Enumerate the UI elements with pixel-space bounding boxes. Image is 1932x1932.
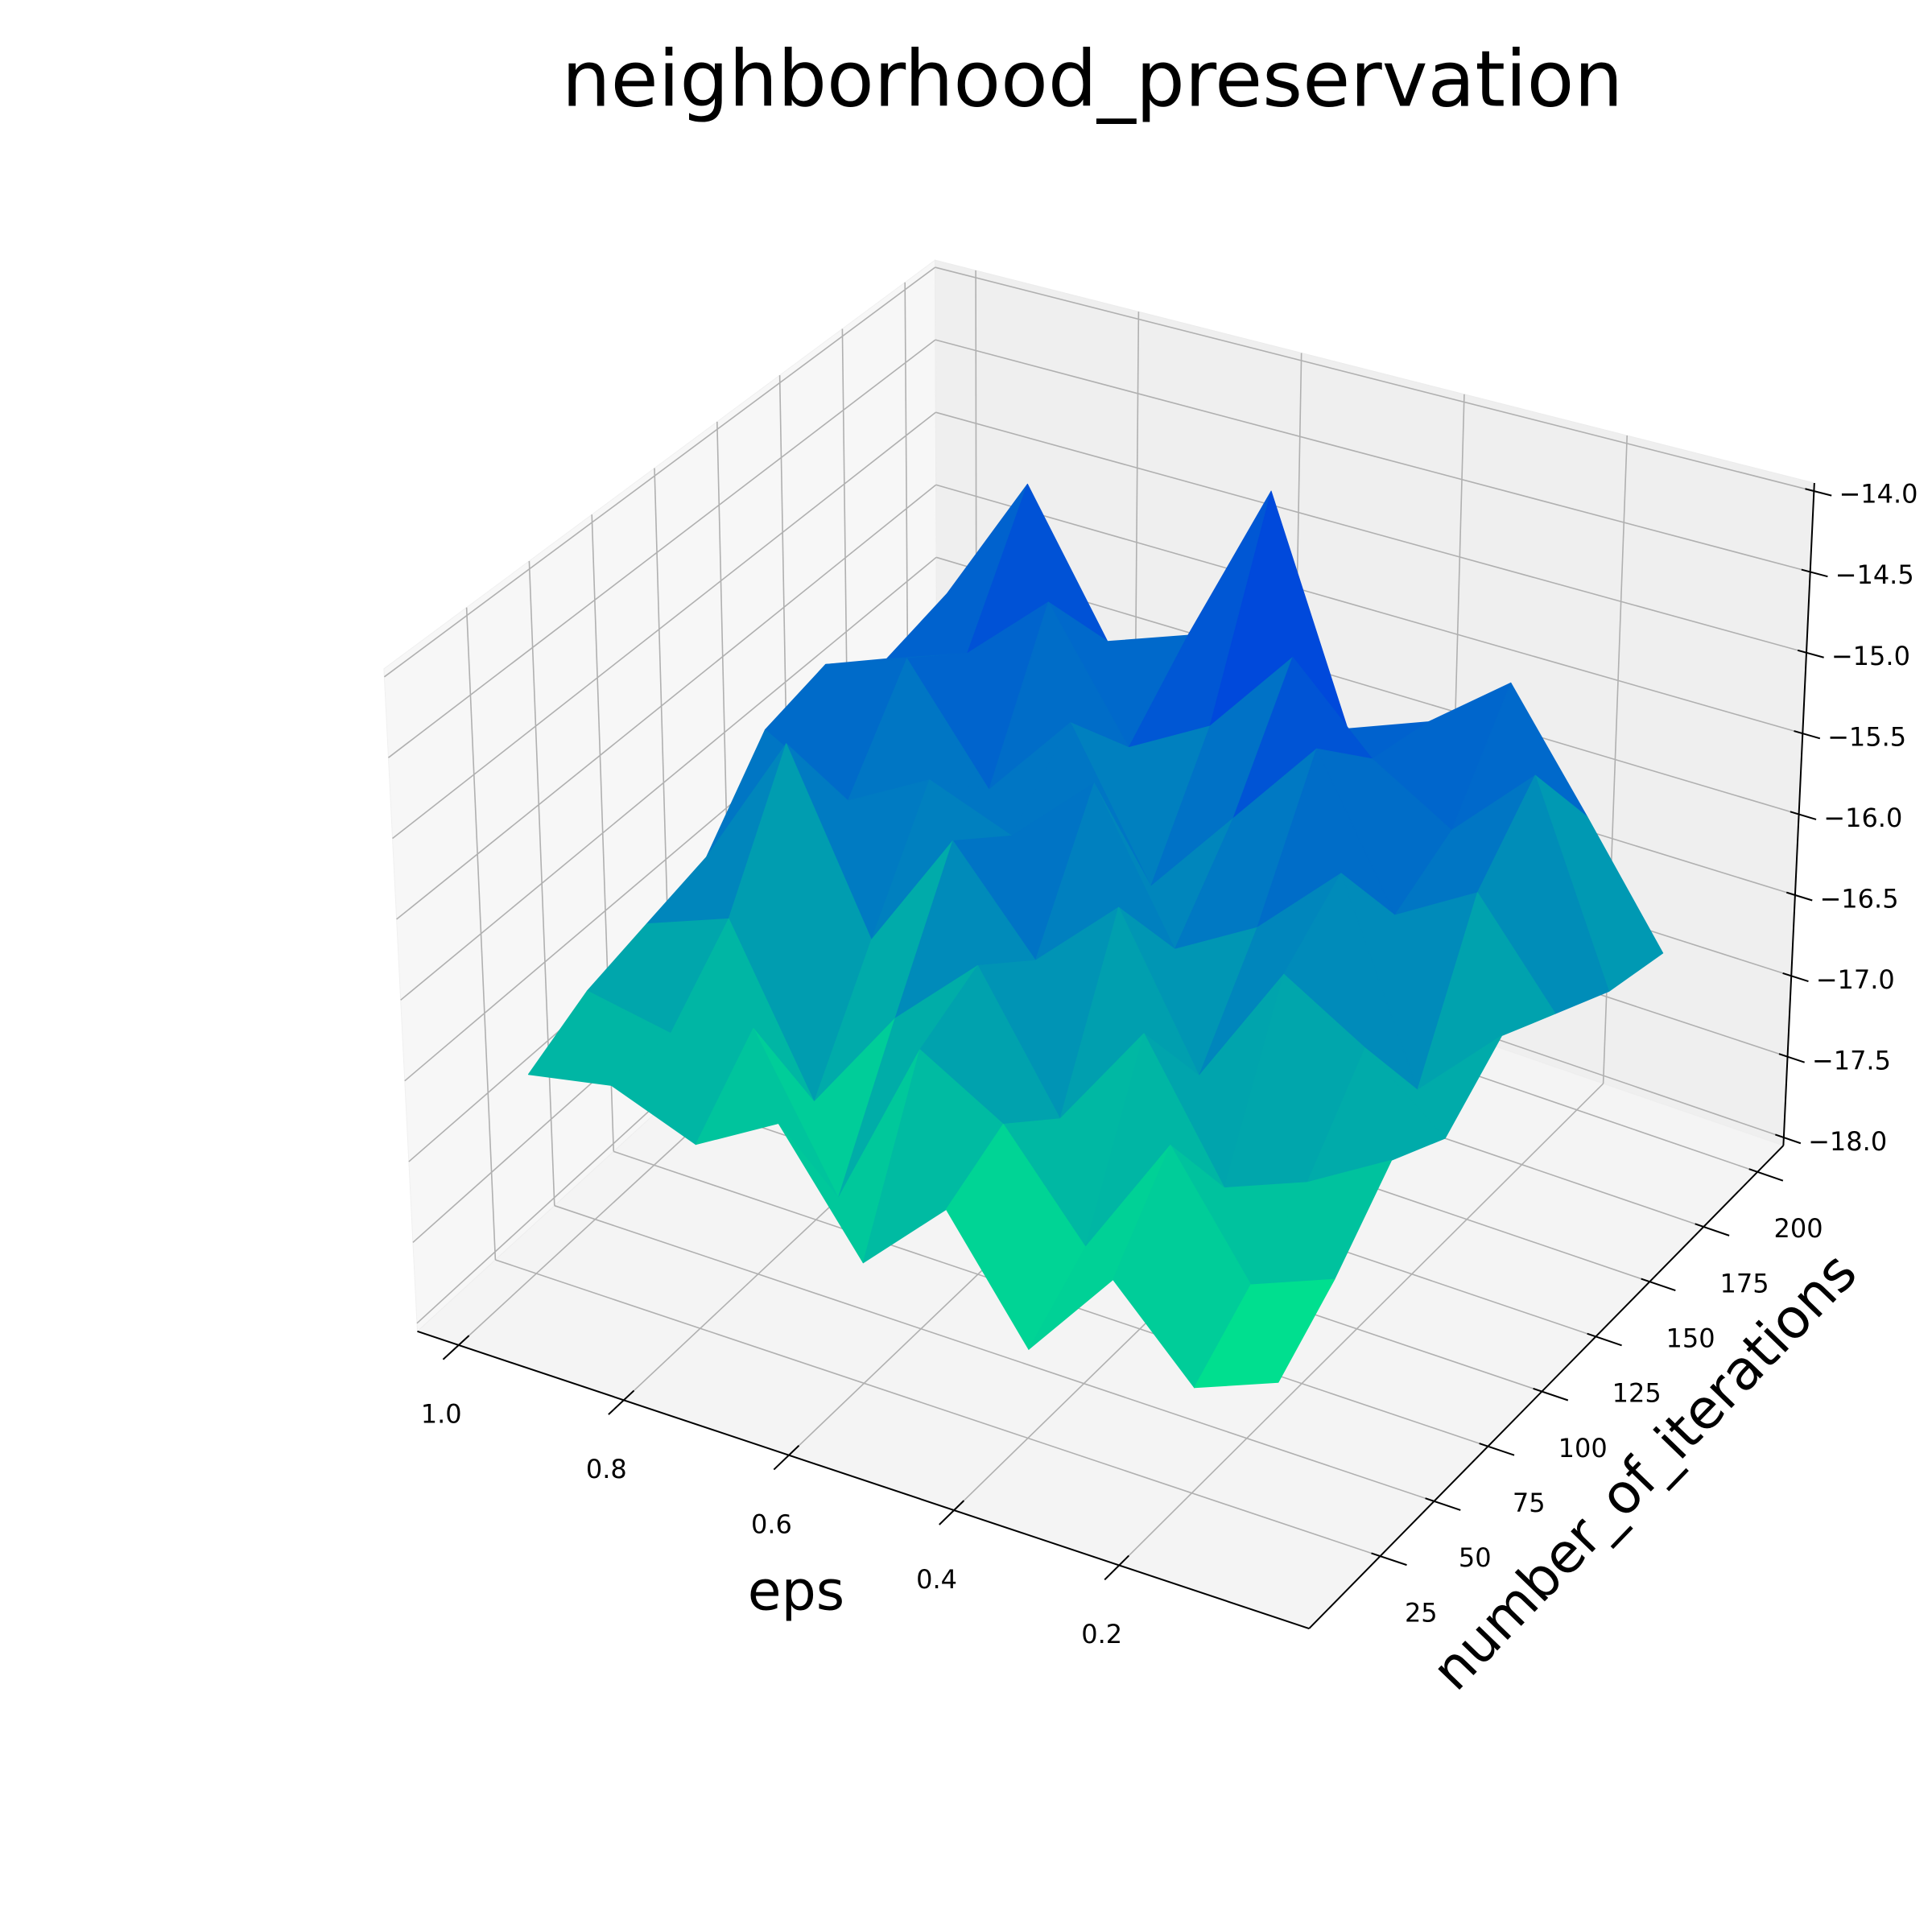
x-tick-label: 0.2 — [1081, 1619, 1122, 1649]
z-tick — [1797, 649, 1824, 658]
grid-line — [495, 1259, 1381, 1557]
z-tick-label: −14.5 — [1835, 559, 1914, 590]
z-tick-label: −17.5 — [1812, 1046, 1891, 1076]
y-tick — [1695, 1223, 1730, 1236]
y-tick-label: 75 — [1513, 1488, 1546, 1518]
z-tick-label: −14.0 — [1839, 479, 1918, 510]
x-tick-label: 1.0 — [421, 1399, 462, 1430]
z-tick-label: −18.0 — [1808, 1126, 1887, 1157]
x-tick — [608, 1389, 635, 1415]
z-tick — [1782, 972, 1809, 983]
z-tick-label: −16.5 — [1819, 884, 1898, 914]
y-tick — [1479, 1443, 1515, 1456]
y-tick-label: 150 — [1666, 1323, 1715, 1353]
z-tick-label: −16.0 — [1823, 803, 1902, 833]
z-tick — [1794, 730, 1821, 740]
y-tick-label: 200 — [1773, 1213, 1823, 1244]
grid-line — [388, 339, 936, 758]
y-tick — [1748, 1168, 1784, 1182]
grid-line — [935, 266, 1814, 492]
y-tick-label: 100 — [1558, 1433, 1608, 1463]
z-tick — [1778, 1053, 1805, 1063]
grid-line — [935, 339, 1810, 573]
chart-title: neighborhood_preservation — [562, 34, 1624, 124]
x-tick — [939, 1500, 965, 1525]
x-tick-label: 0.4 — [916, 1564, 957, 1595]
grid-line — [935, 484, 1803, 734]
y-tick — [1641, 1278, 1676, 1292]
grid-line — [392, 411, 936, 840]
z-tick — [1805, 488, 1832, 497]
y-tick-label: 125 — [1612, 1378, 1662, 1409]
grid-line — [383, 266, 936, 678]
z-tick — [1785, 891, 1813, 902]
z-tick — [1790, 811, 1817, 820]
z-tick — [1775, 1133, 1802, 1145]
y-tick-label: 50 — [1459, 1542, 1492, 1573]
x-tick-label: 0.8 — [586, 1454, 627, 1484]
z-tick-label: −15.5 — [1827, 721, 1906, 752]
z-tick-label: −15.0 — [1831, 641, 1910, 671]
x-tick — [442, 1335, 470, 1360]
y-tick — [1587, 1332, 1622, 1347]
grid-line — [1118, 1083, 1604, 1567]
grid-line — [396, 484, 937, 920]
grid-line — [400, 556, 937, 1001]
z-tick-label: −17.0 — [1816, 964, 1895, 995]
x-axis-label: eps — [748, 1560, 844, 1624]
x-tick — [773, 1445, 800, 1471]
y-tick — [1533, 1387, 1569, 1402]
z-tick — [1801, 568, 1828, 578]
y-axis-line — [1308, 1145, 1785, 1629]
x-tick-label: 0.6 — [751, 1509, 792, 1539]
x-axis-line — [417, 1330, 1310, 1630]
y-tick-label: 25 — [1405, 1597, 1438, 1628]
y-tick — [1425, 1497, 1461, 1511]
grid-line — [935, 411, 1807, 654]
grid-line — [554, 1204, 1435, 1502]
y-tick-label: 175 — [1720, 1268, 1769, 1298]
y-tick — [1371, 1552, 1407, 1567]
surface-face — [1194, 1278, 1335, 1389]
x-tick — [1104, 1554, 1129, 1581]
